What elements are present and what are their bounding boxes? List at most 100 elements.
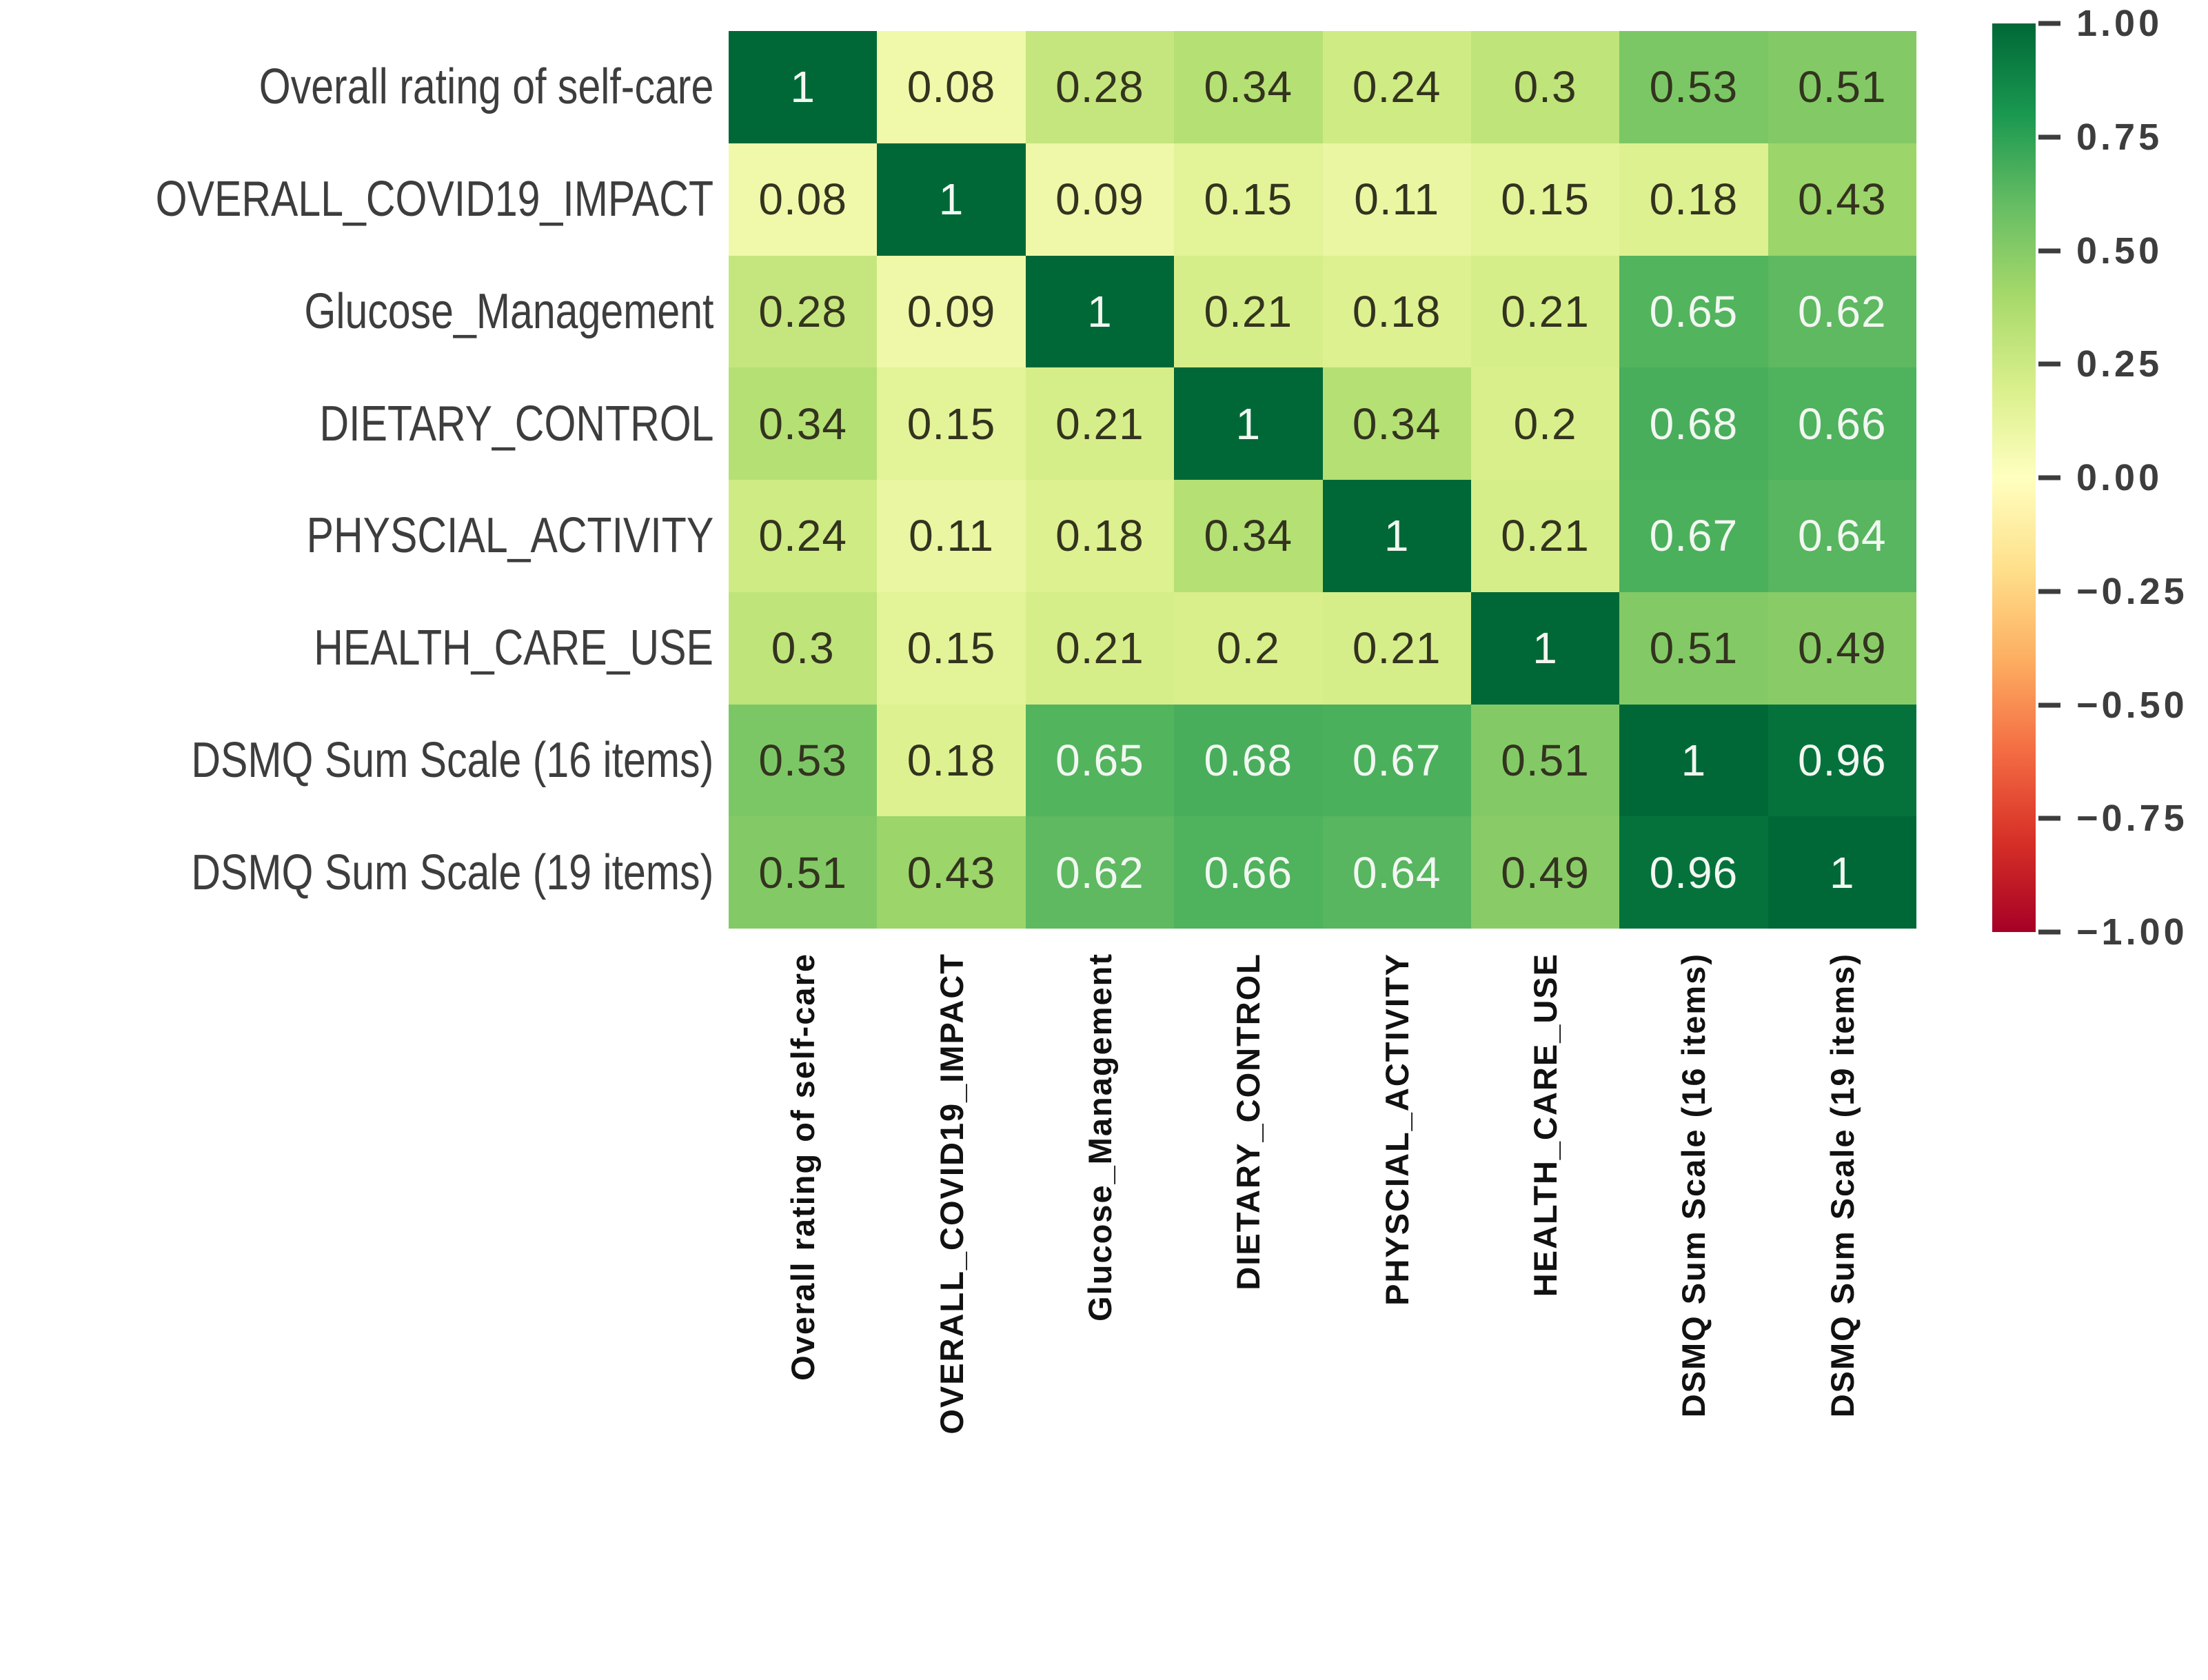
heatmap-cell: 0.51 (1768, 31, 1916, 143)
cell-value: 0.24 (758, 511, 847, 561)
colorbar-tick-mark (2038, 361, 2060, 367)
heatmap-cell: 1 (877, 143, 1026, 256)
heatmap-grid: 1 0.08 0.28 0.34 0.24 0.3 0.53 0.51 0.08 1 0.09 0.1… (729, 31, 1916, 929)
y-tick-label-text: DSMQ Sum Scale (16 items) (191, 732, 713, 788)
cell-value: 0.21 (1352, 623, 1441, 674)
cell-value: 0.51 (1649, 623, 1739, 674)
heatmap-cell: 0.66 (1174, 816, 1323, 929)
cell-value: 0.62 (1055, 847, 1144, 898)
heatmap-cell: 0.68 (1174, 704, 1323, 817)
heatmap-cell: 0.34 (1174, 480, 1323, 592)
colorbar-tick-label: −0.25 (2076, 570, 2188, 612)
x-axis-labels: Overall rating of self-care OVERALL_COVID… (729, 953, 1916, 1670)
colorbar: 1.00 0.75 0.50 0.25 0.00 −0.25 −0.50 −0.75 −1.00 (1992, 3, 2208, 953)
cell-value: 0.18 (907, 735, 996, 785)
heatmap-cell: 0.64 (1322, 816, 1471, 929)
cell-value: 0.96 (1798, 735, 1887, 785)
x-tick-label-text: DSMQ Sum Scale (19 items) (1823, 953, 1861, 1418)
colorbar-tick-label: 1.00 (2076, 3, 2163, 44)
heatmap-cell: 0.67 (1322, 704, 1471, 817)
heatmap-cell: 0.18 (1322, 255, 1471, 368)
cell-value: 1 (938, 174, 964, 225)
cell-value: 0.21 (1501, 286, 1590, 336)
heatmap-cell: 0.34 (1322, 367, 1471, 480)
colorbar-gradient (1992, 23, 2036, 932)
x-tick-label-text: OVERALL_COVID19_IMPACT (933, 953, 970, 1435)
cell-value: 0.51 (1501, 735, 1590, 785)
heatmap-cell: 0.18 (877, 704, 1026, 817)
heatmap-cell: 0.15 (877, 367, 1026, 480)
cell-value: 0.3 (1513, 62, 1577, 112)
x-tick-label: PHYSCIAL_ACTIVITY (1378, 953, 1416, 1309)
x-tick-label: OVERALL_COVID19_IMPACT (933, 953, 971, 1438)
cell-value: 0.43 (1798, 174, 1887, 225)
x-tick-label-text: PHYSCIAL_ACTIVITY (1378, 953, 1415, 1306)
cell-value: 0.53 (758, 735, 847, 785)
heatmap-cell: 0.15 (1174, 143, 1323, 256)
colorbar-tick-mark (2038, 929, 2060, 935)
cell-value: 0.49 (1501, 847, 1590, 898)
heatmap-cell: 0.68 (1619, 367, 1768, 480)
heatmap-cell: 0.65 (1619, 255, 1768, 368)
heatmap-cell: 0.21 (1322, 591, 1471, 705)
heatmap-cell: 0.21 (1470, 255, 1620, 368)
heatmap-cell: 0.24 (1322, 31, 1471, 143)
cell-value: 0.28 (1055, 62, 1144, 112)
cell-value: 0.65 (1055, 735, 1144, 785)
heatmap-cell: 1 (1619, 704, 1768, 817)
colorbar-tick-label: 0.50 (2076, 230, 2163, 272)
colorbar-tick-mark (2038, 475, 2060, 480)
x-tick-label: HEALTH_CARE_USE (1526, 953, 1564, 1300)
y-tick-label: Glucose_Management (0, 256, 713, 368)
cell-value: 0.08 (907, 62, 996, 112)
x-tick-label: Overall rating of self-care (784, 953, 822, 1384)
colorbar-tick-mark (2038, 248, 2060, 253)
cell-value: 0.15 (907, 398, 996, 449)
y-tick-label-text: PHYSCIAL_ACTIVITY (306, 508, 713, 564)
cell-value: 0.15 (907, 623, 996, 674)
cell-value: 0.66 (1204, 847, 1293, 898)
cell-value: 0.21 (1055, 623, 1144, 674)
heatmap-cell: 0.15 (1470, 143, 1620, 256)
heatmap-cell: 0.34 (1174, 31, 1323, 143)
cell-value: 0.08 (758, 174, 847, 225)
y-tick-label-text: DIETARY_CONTROL (319, 396, 713, 452)
y-tick-label: Overall rating of self-care (0, 31, 713, 143)
cell-value: 0.51 (758, 847, 847, 898)
heatmap-cell: 0.24 (729, 480, 878, 592)
heatmap-cell: 0.96 (1619, 816, 1768, 929)
heatmap-cell: 0.3 (1470, 31, 1620, 143)
cell-value: 0.53 (1649, 62, 1739, 112)
cell-value: 0.21 (1055, 398, 1144, 449)
y-tick-label-text: DSMQ Sum Scale (19 items) (191, 844, 713, 900)
cell-value: 0.09 (1055, 174, 1144, 225)
cell-value: 0.21 (1204, 286, 1293, 336)
heatmap-cell: 1 (1025, 255, 1175, 368)
cell-value: 0.68 (1649, 398, 1739, 449)
heatmap-cell: 0.21 (1470, 480, 1620, 592)
y-tick-label: DIETARY_CONTROL (0, 367, 713, 480)
cell-value: 0.15 (1204, 174, 1293, 225)
heatmap-cell: 0.09 (877, 255, 1026, 368)
heatmap-cell: 0.67 (1619, 480, 1768, 592)
colorbar-tick-mark (2038, 589, 2060, 594)
cell-value: 0.18 (1352, 286, 1441, 336)
heatmap-cell: 0.11 (877, 480, 1026, 592)
x-tick-label: DIETARY_CONTROL (1229, 953, 1267, 1294)
cell-value: 0.3 (771, 623, 835, 674)
heatmap-cell: 0.15 (877, 591, 1026, 705)
heatmap-cell: 0.21 (1174, 255, 1323, 368)
cell-value: 0.2 (1216, 623, 1280, 674)
cell-value: 0.96 (1649, 847, 1739, 898)
heatmap-cell: 0.65 (1025, 704, 1175, 817)
heatmap-cell: 0.21 (1025, 367, 1175, 480)
colorbar-tick-label: −1.00 (2076, 911, 2188, 953)
heatmap-cell: 0.53 (1619, 31, 1768, 143)
cell-value: 0.49 (1798, 623, 1887, 674)
heatmap-cell: 0.43 (877, 816, 1026, 929)
cell-value: 0.09 (907, 286, 996, 336)
y-tick-label-text: HEALTH_CARE_USE (314, 620, 713, 676)
cell-value: 0.68 (1204, 735, 1293, 785)
heatmap-cell: 0.96 (1768, 704, 1916, 817)
